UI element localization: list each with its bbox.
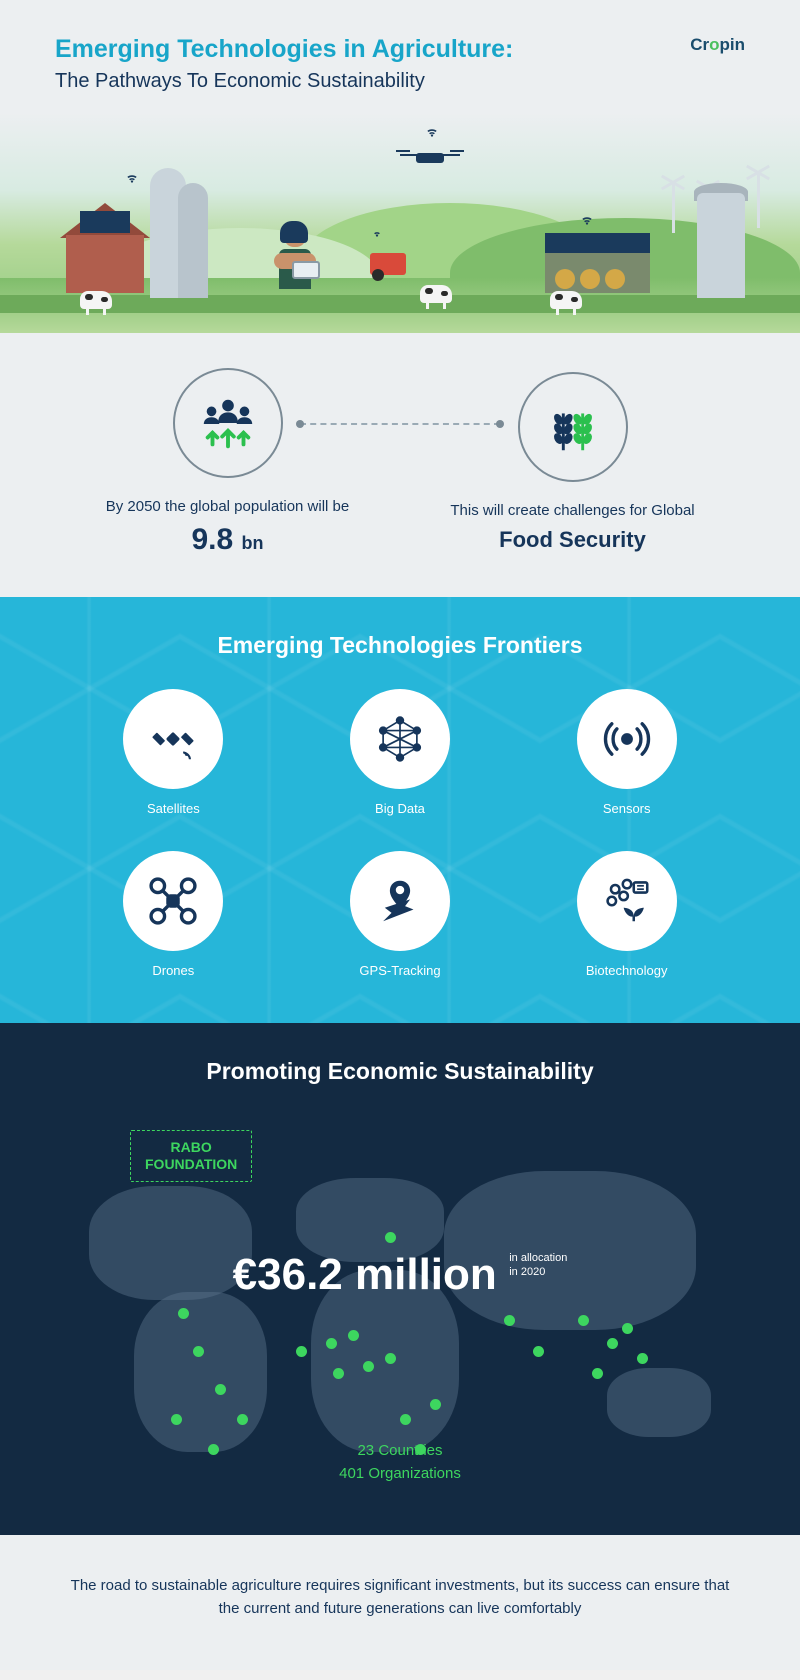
allocation-text: €36.2 million in allocationin 2020: [30, 1250, 770, 1300]
map-dot: [607, 1338, 618, 1349]
tech-satellites: Satellites: [90, 689, 257, 816]
map-dot: [592, 1368, 603, 1379]
sensor-icon: [577, 689, 677, 789]
world-map: RABO FOUNDATION €36.2 million in allocat…: [30, 1110, 770, 1490]
map-dot: [637, 1353, 648, 1364]
map-dot: [578, 1315, 589, 1326]
map-dot: [430, 1399, 441, 1410]
wifi-icon: [425, 125, 439, 139]
cow-icon: [420, 285, 452, 303]
tech-gps: GPS-Tracking: [317, 851, 484, 978]
map-dot: [178, 1308, 189, 1319]
map-dot: [326, 1338, 337, 1349]
food-security-emphasis: Food Security: [443, 527, 703, 553]
barn-icon: [60, 203, 150, 293]
frontiers-panel: Emerging Technologies Frontiers Satellit…: [0, 597, 800, 1023]
map-dot: [385, 1232, 396, 1243]
map-dot: [215, 1384, 226, 1395]
map-dot: [400, 1414, 411, 1425]
farm-illustration: [0, 113, 800, 333]
continent-shape: [607, 1368, 711, 1436]
population-stat: By 2050 the global population will be 9.…: [98, 368, 358, 557]
drone-icon: [123, 851, 223, 951]
wheat-icon: [518, 372, 628, 482]
sustain-title: Promoting Economic Sustainability: [30, 1058, 770, 1085]
food-security-text: This will create challenges for Global: [443, 500, 703, 521]
biotech-icon: [577, 851, 677, 951]
frontiers-title: Emerging Technologies Frontiers: [55, 632, 745, 659]
cow-icon: [550, 291, 582, 309]
map-dot: [193, 1346, 204, 1357]
map-dot: [363, 1361, 374, 1372]
population-text: By 2050 the global population will be: [98, 496, 358, 517]
farmer-icon: [270, 223, 320, 323]
tractor-icon: [370, 253, 406, 275]
network-icon: [350, 689, 450, 789]
rabo-badge: RABO FOUNDATION: [130, 1130, 252, 1182]
tech-sensors: Sensors: [543, 689, 710, 816]
shed-icon: [545, 233, 650, 293]
tech-drones: Drones: [90, 851, 257, 978]
map-dot: [622, 1323, 633, 1334]
cow-icon: [80, 291, 112, 309]
tech-bigdata: Big Data: [317, 689, 484, 816]
wifi-icon: [125, 171, 139, 185]
wifi-icon: [580, 213, 594, 227]
gps-icon: [350, 851, 450, 951]
windmill-icon: [757, 173, 760, 228]
satellite-icon: [123, 689, 223, 789]
windmill-icon: [672, 183, 675, 233]
stats-connector: [300, 423, 500, 425]
population-value: 9.8 bn: [98, 523, 358, 557]
map-stats: 23 Countries 401 Organizations: [30, 1440, 770, 1485]
page-title: Emerging Technologies in Agriculture:: [55, 35, 745, 64]
header: Emerging Technologies in Agriculture: Th…: [0, 0, 800, 113]
tech-grid: Satellites Big Data: [90, 689, 710, 978]
footer-text: The road to sustainable agriculture requ…: [0, 1535, 800, 1670]
sustainability-panel: Promoting Economic Sustainability RABO F…: [0, 1023, 800, 1535]
tech-biotech: Biotechnology: [543, 851, 710, 978]
map-dot: [504, 1315, 515, 1326]
map-dot: [296, 1346, 307, 1357]
page-subtitle: The Pathways To Economic Sustainability: [55, 70, 745, 93]
continent-shape: [134, 1292, 267, 1452]
logo: Cropin: [690, 35, 745, 55]
map-dot: [171, 1414, 182, 1425]
people-growth-icon: [173, 368, 283, 478]
drone-icon: [400, 148, 460, 168]
silo-icon: [178, 183, 208, 298]
wifi-icon: [370, 225, 384, 239]
food-security-stat: This will create challenges for Global F…: [443, 372, 703, 553]
map-dot: [533, 1346, 544, 1357]
silo-icon: [697, 193, 745, 298]
stats-row: By 2050 the global population will be 9.…: [0, 333, 800, 597]
